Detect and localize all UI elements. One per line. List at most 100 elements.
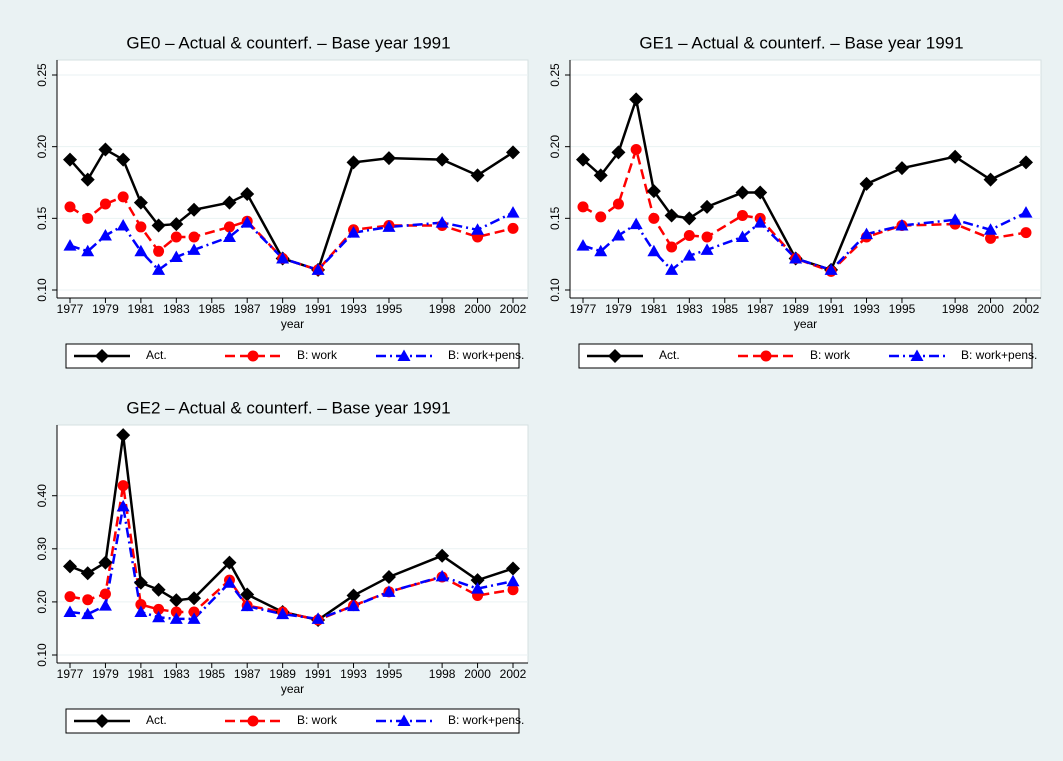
marker-circle bbox=[170, 231, 182, 243]
x-tick-label: 1979 bbox=[92, 302, 119, 316]
x-tick-label: 2000 bbox=[464, 302, 491, 316]
marker-triangle bbox=[910, 349, 924, 361]
marker-triangle bbox=[116, 499, 130, 512]
marker-triangle bbox=[347, 226, 361, 238]
legend-label: Act. bbox=[146, 713, 167, 727]
x-tick-label: 1991 bbox=[818, 302, 845, 316]
marker-diamond bbox=[95, 714, 109, 728]
legend bbox=[65, 708, 520, 734]
marker-diamond bbox=[506, 561, 520, 576]
marker-circle bbox=[82, 594, 94, 606]
x-tick-label: 1989 bbox=[269, 302, 296, 316]
marker-triangle bbox=[984, 223, 998, 235]
marker-triangle bbox=[700, 243, 714, 255]
marker-diamond bbox=[222, 195, 237, 210]
marker-circle bbox=[760, 350, 772, 362]
marker-triangle bbox=[1019, 206, 1033, 218]
marker-circle bbox=[223, 221, 235, 233]
x-tick-label: 1977 bbox=[570, 302, 597, 316]
legend-label: B: work bbox=[297, 348, 338, 362]
marker-diamond bbox=[593, 168, 608, 183]
marker-diamond bbox=[381, 569, 396, 584]
marker-diamond bbox=[63, 152, 77, 167]
plot-area bbox=[569, 59, 1042, 299]
marker-triangle bbox=[311, 263, 325, 275]
marker-circle bbox=[247, 350, 259, 362]
marker-triangle bbox=[240, 216, 254, 228]
series-line bbox=[69, 506, 514, 621]
chart-title: GE2 – Actual & counterf. – Base year 199… bbox=[126, 398, 450, 417]
marker-triangle bbox=[471, 582, 485, 594]
x-tick-label: 1995 bbox=[376, 667, 403, 681]
marker-circle bbox=[507, 584, 519, 596]
series-line bbox=[582, 145, 1027, 273]
legend-label: B: work+pens. bbox=[448, 713, 524, 727]
marker-triangle bbox=[152, 263, 166, 275]
marker-triangle bbox=[152, 610, 166, 623]
marker-diamond bbox=[611, 145, 626, 160]
marker-triangle bbox=[789, 251, 803, 264]
marker-diamond bbox=[187, 591, 202, 606]
marker-triangle bbox=[753, 216, 767, 228]
y-tick-label: 0.10 bbox=[35, 643, 49, 667]
x-tick-label: 2000 bbox=[464, 667, 491, 681]
x-tick-label: 1979 bbox=[92, 667, 119, 681]
marker-diamond bbox=[240, 186, 255, 201]
marker-circle bbox=[170, 606, 182, 618]
marker-diamond bbox=[735, 185, 750, 200]
marker-triangle bbox=[81, 244, 95, 257]
plot-area bbox=[56, 59, 529, 299]
x-tick-label: 1983 bbox=[163, 302, 190, 316]
marker-diamond bbox=[116, 152, 131, 167]
marker-circle bbox=[153, 245, 165, 257]
marker-diamond bbox=[63, 559, 77, 574]
y-tick-label: 0.20 bbox=[35, 590, 49, 614]
marker-diamond bbox=[116, 428, 131, 443]
marker-triangle bbox=[98, 229, 112, 241]
marker-triangle bbox=[98, 599, 112, 611]
legend-label: B: work bbox=[810, 348, 851, 362]
marker-circle bbox=[666, 241, 678, 253]
x-tick-label: 1993 bbox=[340, 302, 367, 316]
marker-triangle bbox=[629, 217, 643, 230]
legend-label: B: work+pens. bbox=[961, 348, 1037, 362]
marker-circle bbox=[701, 231, 713, 243]
marker-diamond bbox=[629, 92, 644, 107]
marker-circle bbox=[648, 212, 660, 224]
marker-diamond bbox=[753, 185, 768, 200]
x-tick-label: 1989 bbox=[782, 302, 809, 316]
y-tick-label: 0.15 bbox=[35, 206, 49, 230]
legend-label: Act. bbox=[659, 348, 680, 362]
x-tick-label: 1977 bbox=[57, 667, 84, 681]
marker-diamond bbox=[470, 168, 485, 183]
marker-diamond bbox=[133, 195, 148, 210]
marker-circle bbox=[188, 606, 200, 618]
marker-triangle bbox=[594, 244, 608, 257]
marker-circle bbox=[99, 198, 111, 210]
x-tick-label: 1985 bbox=[198, 667, 225, 681]
x-tick-label: 1991 bbox=[305, 667, 332, 681]
marker-triangle bbox=[948, 213, 962, 225]
marker-diamond bbox=[664, 208, 679, 223]
marker-triangle bbox=[169, 612, 183, 624]
x-tick-label: 1981 bbox=[641, 302, 668, 316]
marker-triangle bbox=[311, 612, 325, 624]
marker-diamond bbox=[682, 211, 697, 226]
marker-diamond bbox=[80, 172, 95, 187]
x-tick-label: 1977 bbox=[57, 302, 84, 316]
x-tick-label: 1985 bbox=[711, 302, 738, 316]
marker-diamond bbox=[187, 202, 202, 217]
y-tick-label: 0.15 bbox=[548, 206, 562, 230]
legend-label: B: work bbox=[297, 713, 338, 727]
marker-triangle bbox=[471, 223, 485, 235]
marker-triangle bbox=[134, 244, 148, 257]
marker-circle bbox=[985, 232, 997, 244]
chart-title: GE1 – Actual & counterf. – Base year 199… bbox=[639, 33, 963, 52]
marker-triangle bbox=[347, 599, 361, 612]
marker-circle bbox=[188, 231, 200, 243]
x-tick-label: 1987 bbox=[234, 302, 261, 316]
series-line bbox=[69, 211, 514, 272]
plot-area bbox=[56, 424, 529, 664]
marker-circle bbox=[247, 715, 259, 727]
x-tick-label: 1983 bbox=[676, 302, 703, 316]
